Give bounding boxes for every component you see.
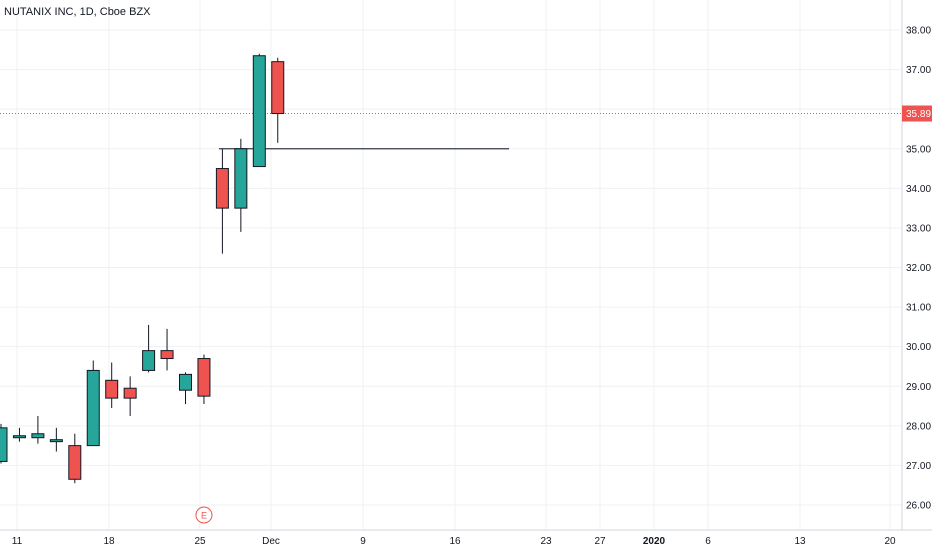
time-tick-label: 9 bbox=[360, 536, 366, 547]
time-tick-label: 23 bbox=[540, 536, 552, 547]
candle-body bbox=[197, 358, 211, 397]
price-tick-label: 35.00 bbox=[906, 144, 931, 155]
candle bbox=[197, 354, 211, 405]
candle-body bbox=[215, 168, 229, 209]
time-tick-label: Dec bbox=[262, 536, 280, 547]
candle-body bbox=[252, 55, 266, 168]
price-tick-label: 26.00 bbox=[906, 501, 931, 512]
price-tick-label: 33.00 bbox=[906, 223, 931, 234]
time-tick-label: 20 bbox=[884, 536, 896, 547]
candle-body bbox=[160, 350, 174, 360]
time-tick-label: 13 bbox=[794, 536, 806, 547]
price-tick-label: 38.00 bbox=[906, 26, 931, 37]
earnings-marker[interactable]: E bbox=[195, 506, 213, 524]
candle-body bbox=[31, 433, 45, 439]
price-axis-bg bbox=[902, 0, 932, 550]
chart-title: NUTANIX INC, 1D, Cboe BZX bbox=[4, 6, 151, 18]
candle-body bbox=[271, 61, 285, 115]
price-tick-label: 31.00 bbox=[906, 303, 931, 314]
earnings-label: E bbox=[201, 511, 207, 521]
candle bbox=[160, 328, 174, 371]
price-tick-label: 27.00 bbox=[906, 461, 931, 472]
grid bbox=[0, 0, 902, 530]
candle bbox=[68, 433, 82, 484]
candle-body bbox=[12, 435, 26, 439]
time-tick-label: 18 bbox=[103, 536, 115, 547]
candles bbox=[0, 53, 285, 484]
candle bbox=[123, 376, 137, 416]
candle-body bbox=[105, 379, 119, 399]
time-tick-label: 25 bbox=[194, 536, 206, 547]
candle-body bbox=[234, 148, 248, 209]
candle-body bbox=[0, 427, 8, 462]
candle bbox=[234, 138, 248, 232]
candle bbox=[252, 53, 266, 168]
time-axis[interactable]: 11 18 25 Dec 9 16 23 27 2020 6 13 20 bbox=[0, 529, 932, 550]
candle-body bbox=[68, 445, 82, 480]
candle bbox=[215, 148, 229, 254]
candle-body bbox=[123, 387, 137, 399]
candle bbox=[0, 423, 8, 464]
candle bbox=[142, 324, 156, 373]
candle bbox=[86, 360, 100, 447]
price-tick-label: 37.00 bbox=[906, 65, 931, 76]
price-tick-label: 34.00 bbox=[906, 184, 931, 195]
price-tick-label: 32.00 bbox=[906, 263, 931, 274]
candle-body bbox=[86, 369, 100, 447]
price-tick-label: 28.00 bbox=[906, 421, 931, 432]
price-label-badge bbox=[902, 105, 932, 122]
earnings-icon bbox=[195, 506, 213, 524]
candle bbox=[31, 415, 45, 444]
price-label-text: 35.89 bbox=[906, 109, 931, 120]
time-tick-label: 27 bbox=[594, 536, 606, 547]
candle-body bbox=[179, 373, 192, 391]
candle-body bbox=[49, 439, 63, 443]
candle bbox=[49, 427, 63, 452]
candle bbox=[105, 362, 119, 409]
time-tick-label: 16 bbox=[449, 536, 461, 547]
price-axis[interactable]: 26.00 27.00 28.00 29.00 30.00 31.00 32.00 33.00… bbox=[901, 0, 932, 550]
candle bbox=[179, 372, 192, 405]
time-tick-label: 11 bbox=[12, 536, 23, 547]
candle bbox=[271, 57, 285, 143]
time-tick-label: 2020 bbox=[643, 536, 666, 547]
time-tick-label: 6 bbox=[705, 536, 711, 547]
price-tick-label: 29.00 bbox=[906, 382, 931, 393]
time-axis-bg bbox=[0, 530, 932, 550]
price-tick-label: 30.00 bbox=[906, 342, 931, 353]
candle bbox=[12, 427, 26, 442]
candle-body bbox=[142, 350, 156, 371]
